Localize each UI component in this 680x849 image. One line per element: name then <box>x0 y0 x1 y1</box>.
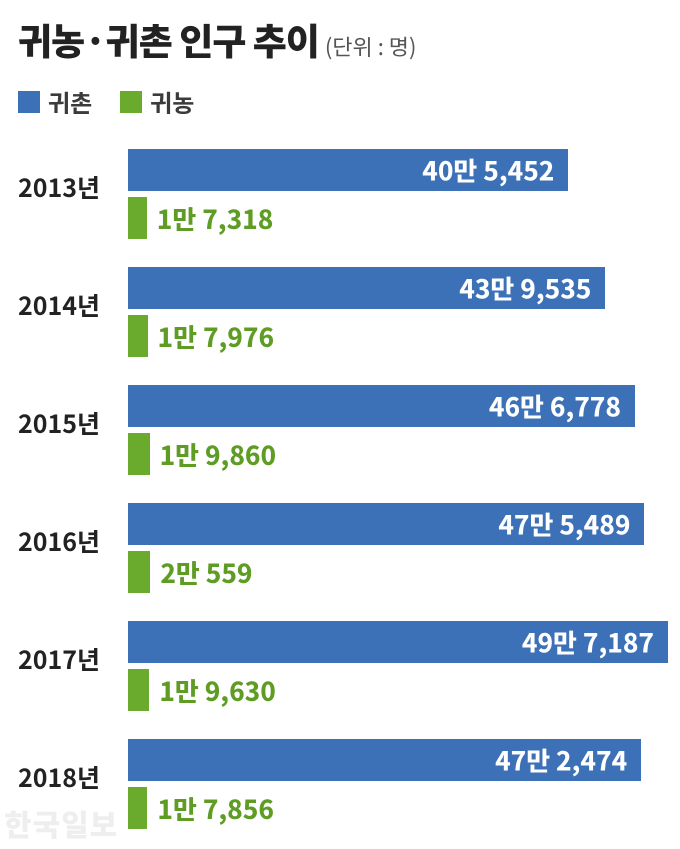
bar-series2: 1만 7,318 <box>128 197 662 239</box>
source-watermark: 한국일보 <box>4 801 118 845</box>
legend-swatch-series2 <box>120 91 142 113</box>
legend-label-series2: 귀농 <box>150 84 194 119</box>
bar-chart: 2013년 40만 5,452 1만 7,318 2014년 43만 9,535 1만 7… <box>18 149 662 829</box>
year-group: 2013년 40만 5,452 1만 7,318 <box>18 149 662 239</box>
legend-item-series1: 귀촌 <box>18 84 92 119</box>
bar-fill-series2 <box>128 787 147 829</box>
legend-label-series1: 귀촌 <box>48 84 92 119</box>
bar-series2: 1만 9,860 <box>128 433 662 475</box>
chart-unit: (단위 : 명) <box>325 30 417 62</box>
chart-title: 귀농·귀촌 인구 추이 <box>18 12 319 66</box>
year-group: 2017년 49만 7,187 1만 9,630 <box>18 621 662 711</box>
legend: 귀촌 귀농 <box>18 84 662 119</box>
year-label: 2018년 <box>18 739 128 795</box>
bar-value-label: 1만 7,856 <box>157 790 274 827</box>
bar-fill-series2 <box>128 315 148 357</box>
bar-series1: 47만 5,489 <box>128 503 644 545</box>
year-group: 2014년 43만 9,535 1만 7,976 <box>18 267 662 357</box>
bar-series1: 49만 7,187 <box>128 621 668 663</box>
bar-fill-series2 <box>128 197 147 239</box>
bar-value-label: 43만 9,535 <box>459 270 591 307</box>
bar-fill-series2 <box>128 551 150 593</box>
bar-series2: 2만 559 <box>128 551 662 593</box>
bar-series1: 46만 6,778 <box>128 385 635 427</box>
bar-value-label: 40만 5,452 <box>422 152 554 189</box>
bar-value-label: 49만 7,187 <box>522 624 654 661</box>
year-label: 2014년 <box>18 267 128 323</box>
year-label: 2017년 <box>18 621 128 677</box>
bar-value-label: 1만 7,976 <box>158 318 275 355</box>
bar-series2: 1만 9,630 <box>128 669 668 711</box>
bar-value-label: 47만 5,489 <box>498 506 630 543</box>
bar-series2: 1만 7,856 <box>128 787 662 829</box>
bar-series1: 47만 2,474 <box>128 739 641 781</box>
bar-fill-series2 <box>128 433 150 475</box>
bar-value-label: 2만 559 <box>160 554 252 591</box>
bar-value-label: 47만 2,474 <box>495 742 627 779</box>
bar-series1: 40만 5,452 <box>128 149 568 191</box>
year-group: 2016년 47만 5,489 2만 559 <box>18 503 662 593</box>
legend-item-series2: 귀농 <box>120 84 194 119</box>
year-group: 2015년 46만 6,778 1만 9,860 <box>18 385 662 475</box>
bar-value-label: 46만 6,778 <box>489 388 621 425</box>
bar-value-label: 1만 7,318 <box>157 200 274 237</box>
bar-series2: 1만 7,976 <box>128 315 662 357</box>
year-label: 2015년 <box>18 385 128 441</box>
legend-swatch-series1 <box>18 91 40 113</box>
bar-value-label: 1만 9,630 <box>159 672 276 709</box>
year-label: 2016년 <box>18 503 128 559</box>
bar-fill-series2 <box>128 669 149 711</box>
bar-series1: 43만 9,535 <box>128 267 605 309</box>
year-label: 2013년 <box>18 149 128 205</box>
chart-title-row: 귀농·귀촌 인구 추이 (단위 : 명) <box>18 12 662 66</box>
bar-value-label: 1만 9,860 <box>160 436 277 473</box>
